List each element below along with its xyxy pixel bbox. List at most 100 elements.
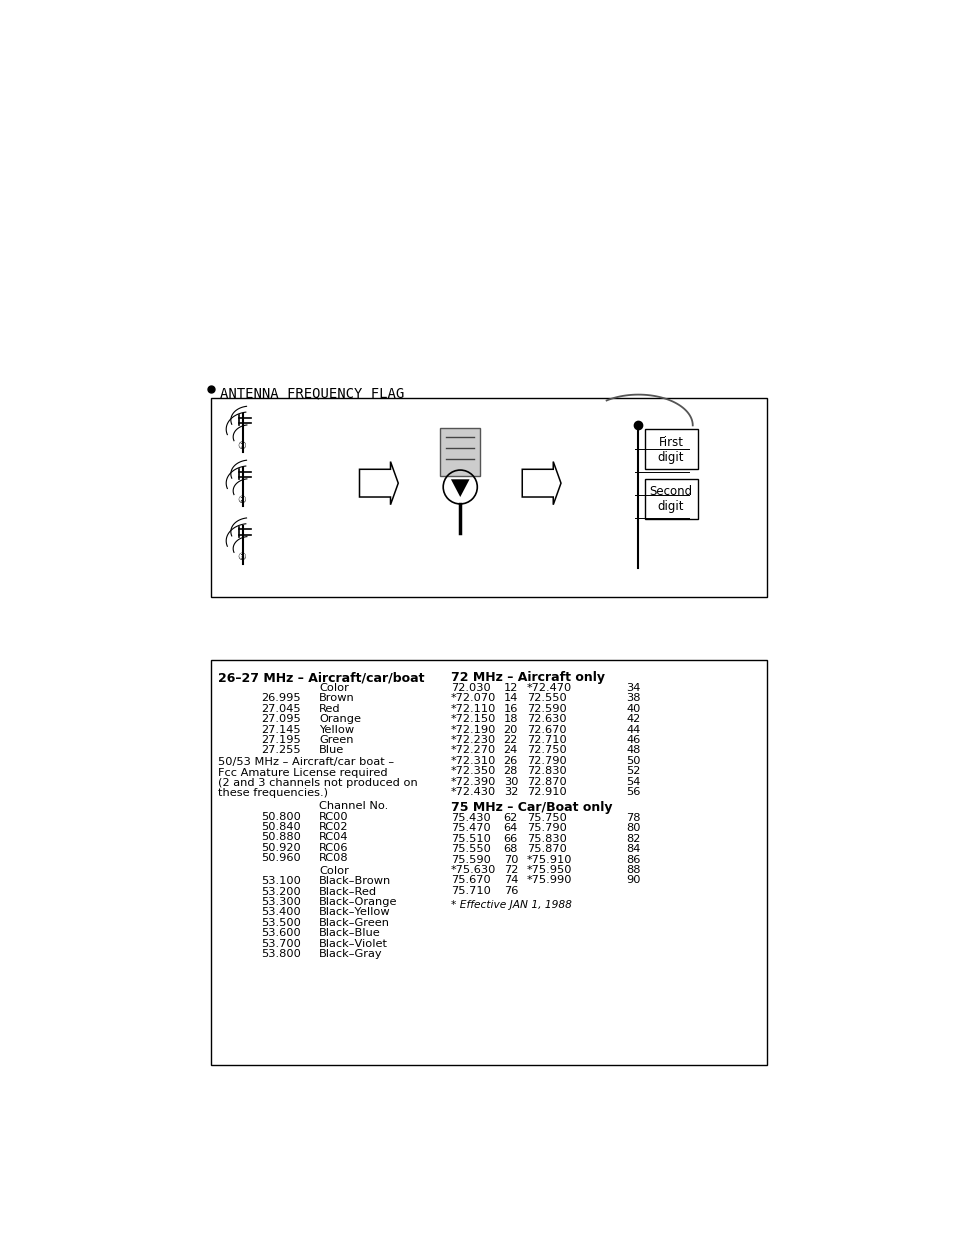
- Text: 53.800: 53.800: [261, 948, 300, 960]
- Text: 75.470: 75.470: [451, 824, 490, 834]
- Text: 50.960: 50.960: [261, 853, 300, 863]
- Text: *72.150: *72.150: [451, 714, 496, 724]
- Text: 44: 44: [625, 725, 639, 735]
- Text: 20: 20: [503, 725, 517, 735]
- Text: 26: 26: [503, 756, 517, 766]
- Text: 75.550: 75.550: [451, 845, 490, 855]
- Text: 62: 62: [503, 813, 517, 823]
- Text: 72.790: 72.790: [526, 756, 566, 766]
- Text: 53.200: 53.200: [261, 887, 300, 897]
- Text: Black–Brown: Black–Brown: [319, 877, 391, 887]
- Text: Yellow: Yellow: [319, 725, 354, 735]
- Text: 53.100: 53.100: [261, 877, 300, 887]
- Text: 53.500: 53.500: [261, 918, 300, 927]
- Text: 72.910: 72.910: [526, 787, 566, 797]
- Text: 53.400: 53.400: [261, 908, 300, 918]
- Text: *72.310: *72.310: [451, 756, 496, 766]
- Text: Black–Violet: Black–Violet: [319, 939, 388, 948]
- Text: 46: 46: [625, 735, 639, 745]
- Text: 24: 24: [503, 746, 517, 756]
- Text: *72.190: *72.190: [451, 725, 496, 735]
- Text: 28: 28: [503, 766, 517, 776]
- Text: 72.830: 72.830: [526, 766, 566, 776]
- Text: Black–Red: Black–Red: [319, 887, 377, 897]
- FancyBboxPatch shape: [439, 429, 480, 477]
- Text: 22: 22: [503, 735, 517, 745]
- Text: 14: 14: [503, 693, 517, 704]
- Bar: [211, 661, 766, 1065]
- FancyBboxPatch shape: [644, 430, 698, 469]
- Text: Black–Blue: Black–Blue: [319, 929, 380, 939]
- Text: 82: 82: [625, 834, 639, 844]
- Text: 75.590: 75.590: [451, 855, 490, 864]
- Text: *72.390: *72.390: [451, 777, 496, 787]
- Text: 75.750: 75.750: [526, 813, 566, 823]
- Text: Color: Color: [319, 866, 349, 876]
- Text: 72.630: 72.630: [526, 714, 566, 724]
- Text: 40: 40: [625, 704, 639, 714]
- Polygon shape: [521, 462, 560, 505]
- Text: 72 MHz – Aircraft only: 72 MHz – Aircraft only: [451, 671, 604, 684]
- Text: RC04: RC04: [319, 832, 349, 842]
- Text: 42: 42: [625, 714, 639, 724]
- Text: *72.430: *72.430: [451, 787, 496, 797]
- Text: 53.700: 53.700: [261, 939, 300, 948]
- Text: RC06: RC06: [319, 842, 349, 852]
- Text: 50.800: 50.800: [261, 811, 300, 821]
- Text: 75 MHz – Car/Boat only: 75 MHz – Car/Boat only: [451, 802, 612, 814]
- Bar: [211, 399, 766, 597]
- Text: Second
digit: Second digit: [649, 485, 692, 514]
- Text: 26.995: 26.995: [261, 693, 300, 704]
- Text: ③: ③: [237, 552, 246, 562]
- Text: Black–Green: Black–Green: [319, 918, 390, 927]
- Text: 72.030: 72.030: [451, 683, 490, 693]
- Text: 26–27 MHz – Aircraft/car/boat: 26–27 MHz – Aircraft/car/boat: [218, 671, 424, 684]
- Text: 54: 54: [625, 777, 639, 787]
- Text: Green: Green: [319, 735, 354, 745]
- Text: 12: 12: [503, 683, 517, 693]
- Text: *75.910: *75.910: [526, 855, 572, 864]
- Text: 50/53 MHz – Aircraft/car boat –: 50/53 MHz – Aircraft/car boat –: [218, 757, 395, 767]
- Text: RC08: RC08: [319, 853, 349, 863]
- Polygon shape: [359, 462, 397, 505]
- Text: *72.270: *72.270: [451, 746, 496, 756]
- Text: 75.430: 75.430: [451, 813, 490, 823]
- Text: these frequencies.): these frequencies.): [218, 788, 328, 799]
- Text: *72.470: *72.470: [526, 683, 572, 693]
- Text: 75.790: 75.790: [526, 824, 566, 834]
- Text: 50.920: 50.920: [261, 842, 300, 852]
- Text: 90: 90: [625, 876, 639, 885]
- Text: Blue: Blue: [319, 746, 344, 756]
- Text: 70: 70: [503, 855, 517, 864]
- Text: *75.950: *75.950: [526, 864, 572, 876]
- Text: Channel No.: Channel No.: [319, 802, 388, 811]
- Text: 75.510: 75.510: [451, 834, 490, 844]
- Text: 27.095: 27.095: [261, 714, 300, 724]
- Text: 72.750: 72.750: [526, 746, 566, 756]
- Text: 64: 64: [503, 824, 517, 834]
- Text: 32: 32: [503, 787, 517, 797]
- Text: 50: 50: [625, 756, 639, 766]
- Text: RC02: RC02: [319, 823, 349, 832]
- Text: 16: 16: [503, 704, 517, 714]
- Text: *72.230: *72.230: [451, 735, 496, 745]
- Text: 48: 48: [625, 746, 639, 756]
- Text: First
digit: First digit: [658, 436, 683, 464]
- Text: Black–Yellow: Black–Yellow: [319, 908, 391, 918]
- Text: Color: Color: [319, 683, 349, 693]
- Text: 53.600: 53.600: [261, 929, 300, 939]
- Text: 80: 80: [625, 824, 639, 834]
- Text: 75.710: 75.710: [451, 885, 490, 895]
- Text: RC00: RC00: [319, 811, 349, 821]
- Text: Black–Orange: Black–Orange: [319, 897, 397, 906]
- Text: 52: 52: [625, 766, 639, 776]
- Text: 72.550: 72.550: [526, 693, 566, 704]
- Text: 38: 38: [625, 693, 639, 704]
- Text: Orange: Orange: [319, 714, 361, 724]
- Text: *75.990: *75.990: [526, 876, 572, 885]
- Text: 72.870: 72.870: [526, 777, 566, 787]
- Text: 88: 88: [625, 864, 639, 876]
- Text: 18: 18: [503, 714, 517, 724]
- Text: Brown: Brown: [319, 693, 355, 704]
- Text: 56: 56: [625, 787, 639, 797]
